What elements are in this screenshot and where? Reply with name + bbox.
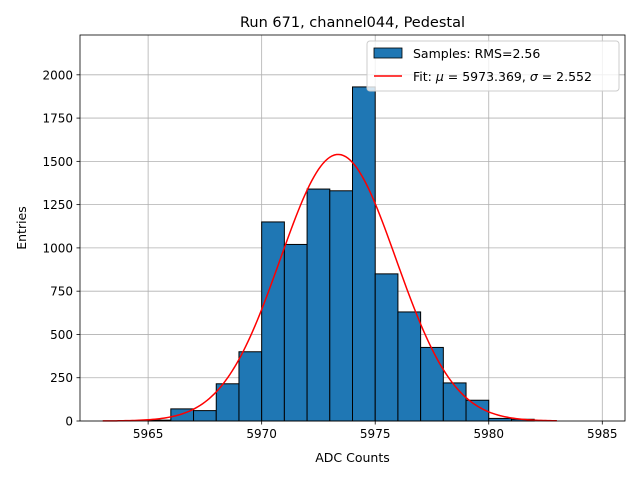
legend-label-fit: Fit: μ = 5973.369, σ = 2.552 — [413, 69, 592, 84]
fit-curve — [102, 153, 557, 422]
histogram-bar — [329, 190, 353, 422]
legend-fit-mu-value: = 5973.369, — [444, 69, 530, 84]
x-tick-label: 5980 — [473, 427, 504, 441]
chart-title: Run 671, channel044, Pedestal — [240, 15, 465, 31]
y-tick-label: 0 — [65, 415, 73, 429]
y-axis-ticks: 0 250 500 750 1000 1250 1500 1750 2000 — [42, 68, 80, 429]
y-tick-label: 1250 — [42, 198, 73, 212]
x-tick-label: 5970 — [246, 427, 277, 441]
histogram-bar — [352, 86, 376, 422]
histogram-bar — [283, 243, 308, 422]
legend: Samples: RMS=2.56 Fit: μ = 5973.369, σ =… — [366, 40, 620, 92]
x-tick-label: 5975 — [360, 427, 391, 441]
histogram-bar — [215, 383, 240, 422]
legend-label-samples: Samples: RMS=2.56 — [413, 46, 540, 61]
histogram-bar — [442, 382, 467, 422]
histogram-bar — [261, 221, 285, 422]
x-tick-label: 5985 — [587, 427, 618, 441]
histogram-bar — [374, 273, 399, 422]
y-axis-label: Entries — [14, 206, 29, 250]
legend-fit-mu-symbol: μ — [435, 69, 444, 84]
plot-frame — [79, 34, 626, 422]
histogram-bar — [397, 311, 422, 422]
y-tick-label: 500 — [50, 328, 73, 342]
y-tick-label: 750 — [50, 285, 73, 299]
y-tick-label: 1500 — [42, 155, 73, 169]
x-axis-label: ADC Counts — [315, 450, 390, 465]
x-axis-ticks: 5965 5970 5975 5980 5985 — [133, 421, 618, 441]
histogram-bar — [238, 351, 263, 422]
legend-fit-sigma-value: = 2.552 — [538, 69, 592, 84]
y-tick-label: 250 — [50, 371, 73, 385]
legend-swatch-samples — [373, 47, 403, 59]
histogram-bar — [420, 346, 444, 422]
y-tick-label: 1750 — [42, 112, 73, 126]
legend-fit-prefix: Fit: — [413, 69, 436, 84]
y-tick-label: 1000 — [42, 241, 73, 255]
x-tick-label: 5965 — [133, 427, 164, 441]
histogram-bar — [193, 410, 217, 422]
histogram-bar — [306, 188, 331, 422]
y-tick-label: 2000 — [42, 68, 73, 82]
legend-fit-sigma-symbol: σ — [530, 69, 539, 84]
legend-box — [366, 40, 620, 92]
